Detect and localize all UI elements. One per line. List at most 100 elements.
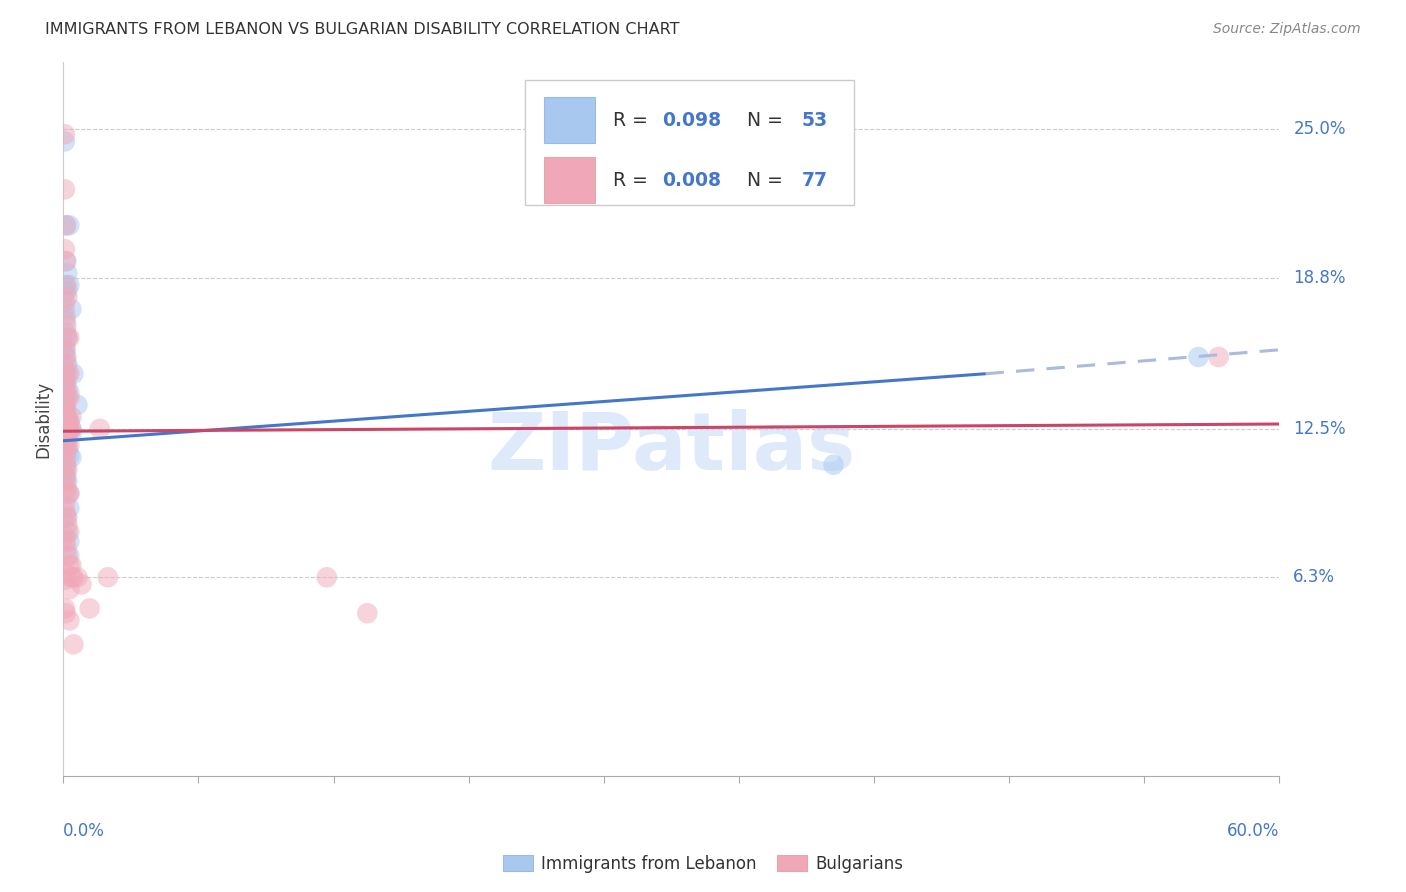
Point: [55, 398, 77, 412]
Point: [58, 415, 80, 429]
Point: [55, 606, 77, 620]
Point: [55, 434, 77, 448]
Point: [55, 417, 77, 431]
Point: [58, 534, 80, 549]
Point: [56, 475, 79, 489]
Point: [53, 374, 76, 388]
Point: [56, 331, 79, 345]
Point: [53, 415, 76, 429]
Point: [58, 582, 80, 597]
Point: [55, 219, 77, 233]
Point: [55, 402, 77, 417]
Point: [55, 510, 77, 524]
Text: 77: 77: [801, 170, 828, 190]
Point: [60, 409, 83, 424]
Text: R =: R =: [613, 111, 654, 129]
Point: [55, 541, 77, 556]
Text: N =: N =: [747, 111, 789, 129]
Point: [58, 385, 80, 400]
Point: [58, 424, 80, 438]
Point: [53, 391, 76, 405]
Y-axis label: Disability: Disability: [34, 381, 52, 458]
Point: [58, 424, 80, 438]
Point: [56, 422, 79, 436]
Point: [60, 422, 83, 436]
Text: N =: N =: [747, 170, 789, 190]
Point: [53, 338, 76, 352]
Text: 0.0%: 0.0%: [63, 822, 105, 840]
Point: [62, 570, 84, 584]
Point: [55, 378, 77, 392]
Point: [60, 570, 83, 584]
Point: [53, 601, 76, 615]
Point: [56, 391, 79, 405]
Point: [55, 385, 77, 400]
Point: [55, 419, 77, 434]
Point: [70, 577, 93, 591]
Point: [56, 486, 79, 500]
Point: [79, 601, 101, 615]
Text: R =: R =: [613, 170, 654, 190]
Point: [55, 482, 77, 496]
FancyBboxPatch shape: [544, 97, 595, 144]
Point: [53, 128, 76, 142]
Point: [56, 517, 79, 532]
Point: [89, 422, 111, 436]
Point: [66, 398, 89, 412]
Legend: Immigrants from Lebanon, Bulgarians: Immigrants from Lebanon, Bulgarians: [496, 848, 910, 880]
Point: [53, 426, 76, 441]
Point: [53, 417, 76, 431]
Point: [53, 530, 76, 544]
Point: [58, 500, 80, 515]
Point: [60, 302, 83, 317]
Point: [53, 302, 76, 317]
Point: [55, 458, 77, 472]
Point: [55, 278, 77, 293]
Point: [55, 326, 77, 340]
FancyBboxPatch shape: [544, 157, 595, 203]
Point: [56, 331, 79, 345]
Point: [58, 439, 80, 453]
Point: [58, 278, 80, 293]
Text: 0.098: 0.098: [662, 111, 721, 129]
Point: [56, 443, 79, 458]
Text: 60.0%: 60.0%: [1227, 822, 1279, 840]
Point: [55, 506, 77, 520]
Text: 25.0%: 25.0%: [1294, 120, 1346, 138]
Point: [56, 290, 79, 304]
Point: [53, 566, 76, 580]
Point: [55, 357, 77, 371]
Point: [53, 182, 76, 196]
Point: [58, 219, 80, 233]
Point: [53, 429, 76, 443]
Point: [53, 398, 76, 412]
Point: [55, 285, 77, 300]
Point: [55, 350, 77, 364]
Text: ZIPatlas: ZIPatlas: [488, 409, 855, 487]
Point: [58, 549, 80, 563]
Point: [53, 469, 76, 483]
Point: [55, 450, 77, 465]
Point: [56, 283, 79, 297]
Point: [58, 448, 80, 462]
Point: [60, 422, 83, 436]
Point: [62, 637, 84, 651]
Point: [53, 294, 76, 309]
Point: [60, 450, 83, 465]
Point: [53, 278, 76, 293]
Point: [58, 415, 80, 429]
Point: [56, 367, 79, 381]
Point: [56, 266, 79, 280]
Point: [56, 424, 79, 438]
Point: [58, 367, 80, 381]
Point: [58, 524, 80, 539]
Point: [53, 446, 76, 460]
Point: [55, 434, 77, 448]
Point: [56, 524, 79, 539]
Point: [56, 439, 79, 453]
Point: [58, 558, 80, 573]
Text: Source: ZipAtlas.com: Source: ZipAtlas.com: [1213, 22, 1361, 37]
Point: [62, 367, 84, 381]
Point: [60, 558, 83, 573]
Point: [53, 362, 76, 376]
